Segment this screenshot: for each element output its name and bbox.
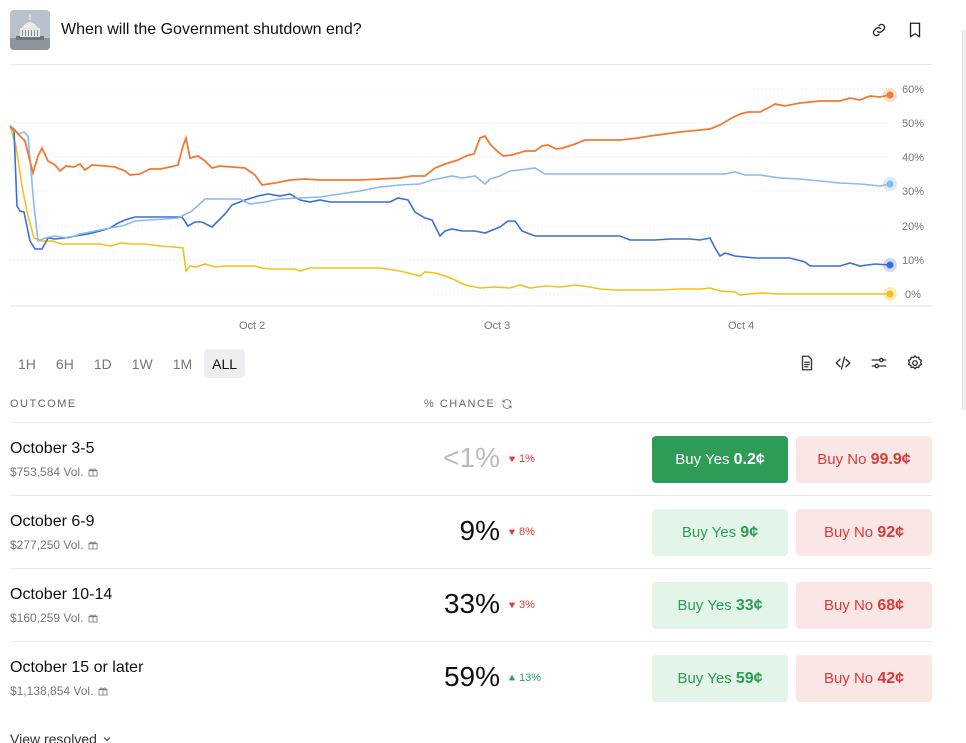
buy-yes-button[interactable]: Buy Yes 59¢	[652, 655, 788, 702]
view-resolved-label: View resolved	[10, 731, 97, 743]
delta-value: 13%	[519, 672, 542, 684]
outcome-name: October 15 or later	[10, 659, 144, 676]
outcome-chance: 9%	[459, 515, 500, 546]
outcome-row: October 6-9 $277,250 Vol. 9% 8% Buy Yes …	[10, 495, 932, 568]
triangle-down-icon	[508, 456, 516, 463]
delta-value: 1%	[519, 453, 535, 465]
outcome-chance: 33%	[443, 588, 500, 619]
buy-no-button[interactable]: Buy No 99.9¢	[796, 436, 932, 483]
buy-yes-button[interactable]: Buy Yes 33¢	[652, 582, 788, 629]
buy-yes-button[interactable]: Buy Yes 9¢	[652, 509, 788, 556]
x-tick-label: Oct 3	[484, 320, 510, 332]
outcome-row: October 10-14 $160,259 Vol. 33% 3% Buy Y…	[10, 568, 932, 641]
y-tick-label: 30%	[902, 186, 924, 198]
outcome-name: October 3-5	[10, 440, 95, 457]
range-1w-button[interactable]: 1W	[124, 349, 161, 378]
outcome-volume: $753,584 Vol.	[10, 465, 99, 479]
link-icon[interactable]	[870, 21, 888, 39]
market-title: When will the Government shutdown end?	[61, 21, 362, 38]
refresh-icon[interactable]	[501, 398, 513, 410]
outcome-volume: $1,138,854 Vol.	[10, 684, 109, 698]
outcome-name: October 10-14	[10, 586, 113, 603]
y-tick-label: 20%	[902, 221, 924, 233]
chevron-down-icon	[103, 737, 111, 742]
document-icon[interactable]	[798, 354, 816, 372]
range-1d-button[interactable]: 1D	[86, 349, 120, 378]
settings-icon[interactable]	[906, 354, 924, 372]
outcome-chance: 59%	[443, 661, 500, 692]
series-line-oct10-14	[9, 125, 891, 243]
buy-no-button[interactable]: Buy No 68¢	[796, 582, 932, 629]
y-tick-label: 40%	[902, 152, 924, 164]
gift-icon[interactable]	[97, 685, 109, 697]
outcome-volume: $277,250 Vol.	[10, 538, 99, 552]
outcome-table: October 3-5 $753,584 Vol. <1% 1% Buy Yes…	[10, 422, 932, 714]
triangle-down-icon	[508, 602, 516, 609]
y-tick-label: 0%	[905, 289, 921, 301]
market-header: When will the Government shutdown end?	[10, 8, 932, 52]
range-1h-button[interactable]: 1H	[10, 349, 44, 378]
series-line-oct15-later	[9, 94, 891, 186]
range-6h-button[interactable]: 6H	[48, 349, 82, 378]
header-divider	[10, 64, 932, 65]
delta-value: 3%	[519, 599, 535, 611]
y-tick-label: 60%	[902, 84, 924, 96]
buy-no-button[interactable]: Buy No 42¢	[796, 655, 932, 702]
time-range-selector: 1H 6H 1D 1W 1M ALL	[10, 349, 246, 378]
chance-header-label: % CHANCE	[424, 398, 496, 410]
y-tick-label: 50%	[902, 118, 924, 130]
range-1m-button[interactable]: 1M	[165, 349, 200, 378]
chance-delta: 8%	[508, 526, 535, 538]
range-all-button[interactable]: ALL	[204, 349, 246, 378]
gift-icon[interactable]	[87, 612, 99, 624]
outcome-column-header: OUTCOME	[10, 398, 77, 410]
volume-text: $753,584 Vol.	[10, 465, 84, 479]
series-line-oct3-5	[9, 125, 890, 296]
chance-column-header: % CHANCE	[424, 398, 513, 410]
outcome-row: October 15 or later $1,138,854 Vol. 59% …	[10, 641, 932, 714]
outcome-volume: $160,259 Vol.	[10, 611, 99, 625]
chance-delta: 3%	[508, 599, 535, 611]
outcome-chance: <1%	[443, 442, 500, 473]
grid-lines	[10, 88, 890, 295]
bookmark-icon[interactable]	[906, 21, 924, 39]
side-panel-edge	[962, 30, 966, 410]
embed-code-icon[interactable]	[834, 354, 852, 372]
volume-text: $160,259 Vol.	[10, 611, 84, 625]
delta-value: 8%	[519, 526, 535, 538]
capitol-thumbnail	[10, 10, 50, 50]
outcome-row: October 3-5 $753,584 Vol. <1% 1% Buy Yes…	[10, 422, 932, 495]
price-history-chart[interactable]: 60% 50% 40% 30% 20% 10% 0% Oct 2 Oct 3 O…	[0, 66, 940, 341]
chance-delta: 1%	[508, 453, 535, 465]
volume-text: $1,138,854 Vol.	[10, 684, 94, 698]
buy-no-button[interactable]: Buy No 92¢	[796, 509, 932, 556]
sliders-icon[interactable]	[870, 354, 888, 372]
outcome-name: October 6-9	[10, 513, 95, 530]
view-resolved-link[interactable]: View resolved	[10, 731, 113, 743]
chance-delta: 13%	[508, 672, 541, 684]
x-tick-label: Oct 4	[728, 320, 754, 332]
series-end-markers	[883, 88, 897, 301]
triangle-up-icon	[508, 674, 516, 681]
gift-icon[interactable]	[87, 539, 99, 551]
gift-icon[interactable]	[87, 466, 99, 478]
triangle-down-icon	[508, 529, 516, 536]
x-tick-label: Oct 2	[239, 320, 265, 332]
volume-text: $277,250 Vol.	[10, 538, 84, 552]
buy-yes-button[interactable]: Buy Yes 0.2¢	[652, 436, 788, 483]
y-tick-label: 10%	[902, 255, 924, 267]
series-line-oct6-9	[9, 125, 891, 267]
chart-tools	[798, 354, 924, 372]
